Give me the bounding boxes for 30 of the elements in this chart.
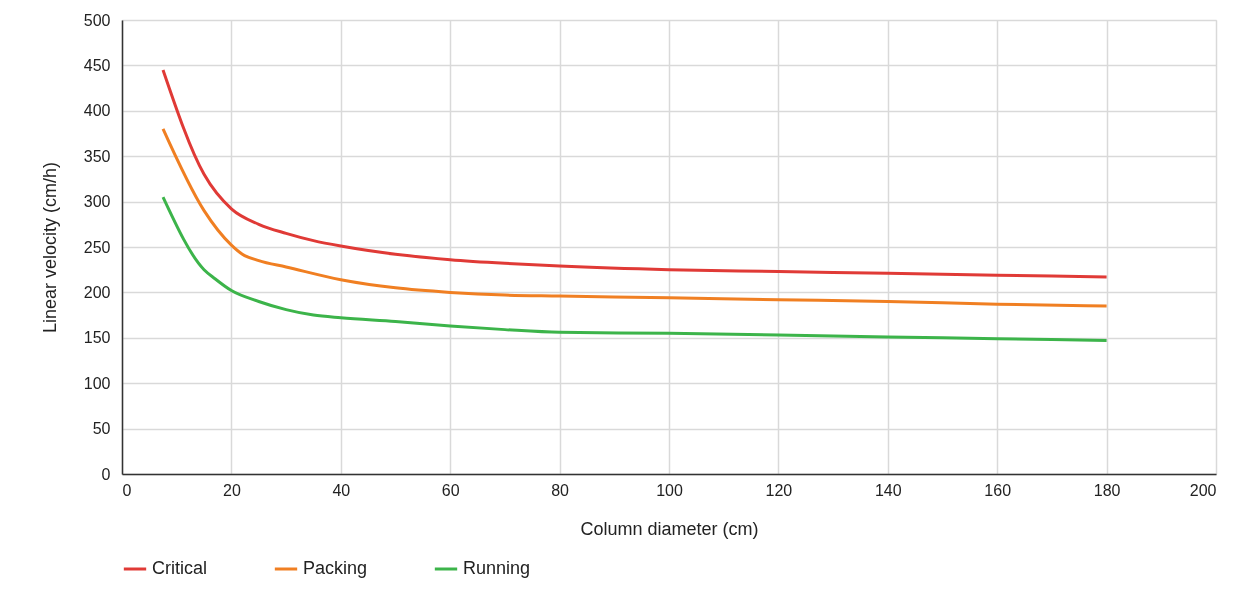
legend-label: Critical bbox=[152, 558, 208, 578]
x-tick-label: 80 bbox=[551, 481, 570, 499]
y-tick-label: 350 bbox=[83, 147, 111, 165]
y-tick-label: 250 bbox=[83, 238, 111, 256]
y-tick-label: 400 bbox=[83, 102, 111, 120]
y-tick-label: 500 bbox=[83, 11, 111, 29]
x-tick-label: 140 bbox=[874, 481, 902, 499]
x-tick-label: 60 bbox=[441, 481, 460, 499]
legend-label: Packing bbox=[303, 558, 368, 578]
y-tick-label: 50 bbox=[92, 420, 111, 438]
x-tick-label: 160 bbox=[984, 481, 1012, 499]
x-tick-label: 180 bbox=[1093, 481, 1121, 499]
y-axis-title: Linear velocity (cm/h) bbox=[39, 161, 60, 334]
y-tick-label: 100 bbox=[83, 374, 111, 392]
x-tick-label: 0 bbox=[122, 481, 132, 499]
y-tick-label: 0 bbox=[101, 465, 111, 483]
line-series bbox=[161, 68, 1109, 279]
x-tick-label: 120 bbox=[765, 481, 793, 499]
y-tick-label: 200 bbox=[83, 283, 111, 301]
y-tick-label: 450 bbox=[83, 56, 111, 74]
x-tick-label: 40 bbox=[332, 481, 351, 499]
x-tick-label: 200 bbox=[1189, 481, 1217, 499]
legend-label: Running bbox=[463, 558, 531, 578]
x-axis-title: Column diameter (cm) bbox=[580, 518, 759, 539]
x-tick-label: 20 bbox=[223, 481, 241, 499]
y-tick-label: 300 bbox=[83, 193, 111, 211]
line-series bbox=[161, 127, 1109, 308]
x-tick-label: 100 bbox=[656, 481, 683, 499]
y-tick-label: 150 bbox=[83, 329, 111, 347]
line-series bbox=[161, 195, 1109, 343]
